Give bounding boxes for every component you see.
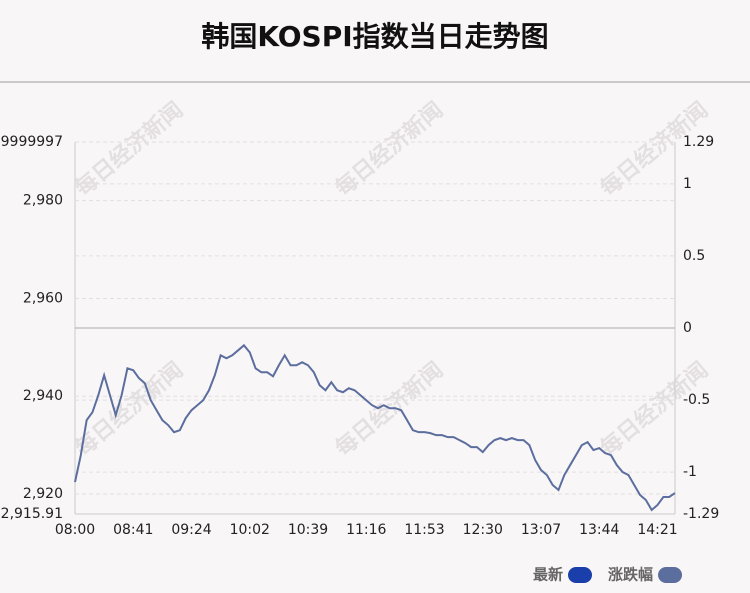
y-tick-label: 2,915.91 [1, 506, 63, 522]
watermark: 每日经济新闻 [595, 357, 713, 462]
watermark: 每日经济新闻 [70, 97, 188, 202]
y2-tick-label: -1.29 [683, 506, 719, 522]
x-tick-label: 13:07 [521, 522, 561, 538]
y2-tick-label: 1.29 [683, 134, 714, 150]
legend-label: 最新 [533, 566, 563, 584]
x-tick-label: 10:02 [230, 522, 270, 538]
x-tick-label: 10:39 [288, 522, 328, 538]
y2-tick-label: 1 [683, 176, 692, 192]
watermark: 每日经济新闻 [70, 357, 188, 462]
y-tick-label: 2,940 [23, 388, 63, 404]
price-line [74, 343, 676, 512]
x-tick-label: 08:41 [113, 522, 153, 538]
x-tick-label: 14:21 [637, 522, 677, 538]
y2-tick-label: -1 [683, 464, 697, 480]
legend-swatch [568, 567, 593, 583]
y2-tick-label: -0.5 [683, 392, 710, 408]
watermark: 每日经济新闻 [330, 97, 448, 202]
x-tick-label: 11:16 [346, 522, 386, 538]
watermark: 每日经济新闻 [330, 357, 448, 462]
legend-swatch [658, 567, 683, 583]
x-tick-label: 13:44 [579, 522, 619, 538]
y-tick-label: 2,920 [23, 486, 63, 502]
x-tick-label: 11:53 [404, 522, 444, 538]
x-tick-label: 08:00 [55, 522, 95, 538]
x-tick-label: 09:24 [171, 522, 211, 538]
y2-tick-label: 0 [683, 320, 692, 336]
y-tick-label: 2,960 [23, 290, 63, 306]
y-tick-label: 2,980 [23, 193, 63, 209]
legend-label: 涨跌幅 [608, 566, 653, 584]
y2-tick-label: 0.5 [683, 248, 705, 264]
chart-title: 韩国KOSPI指数当日走势图 [201, 20, 548, 53]
x-tick-label: 12:30 [463, 522, 503, 538]
y-tick-label: 2,991.9999997 [0, 134, 63, 150]
